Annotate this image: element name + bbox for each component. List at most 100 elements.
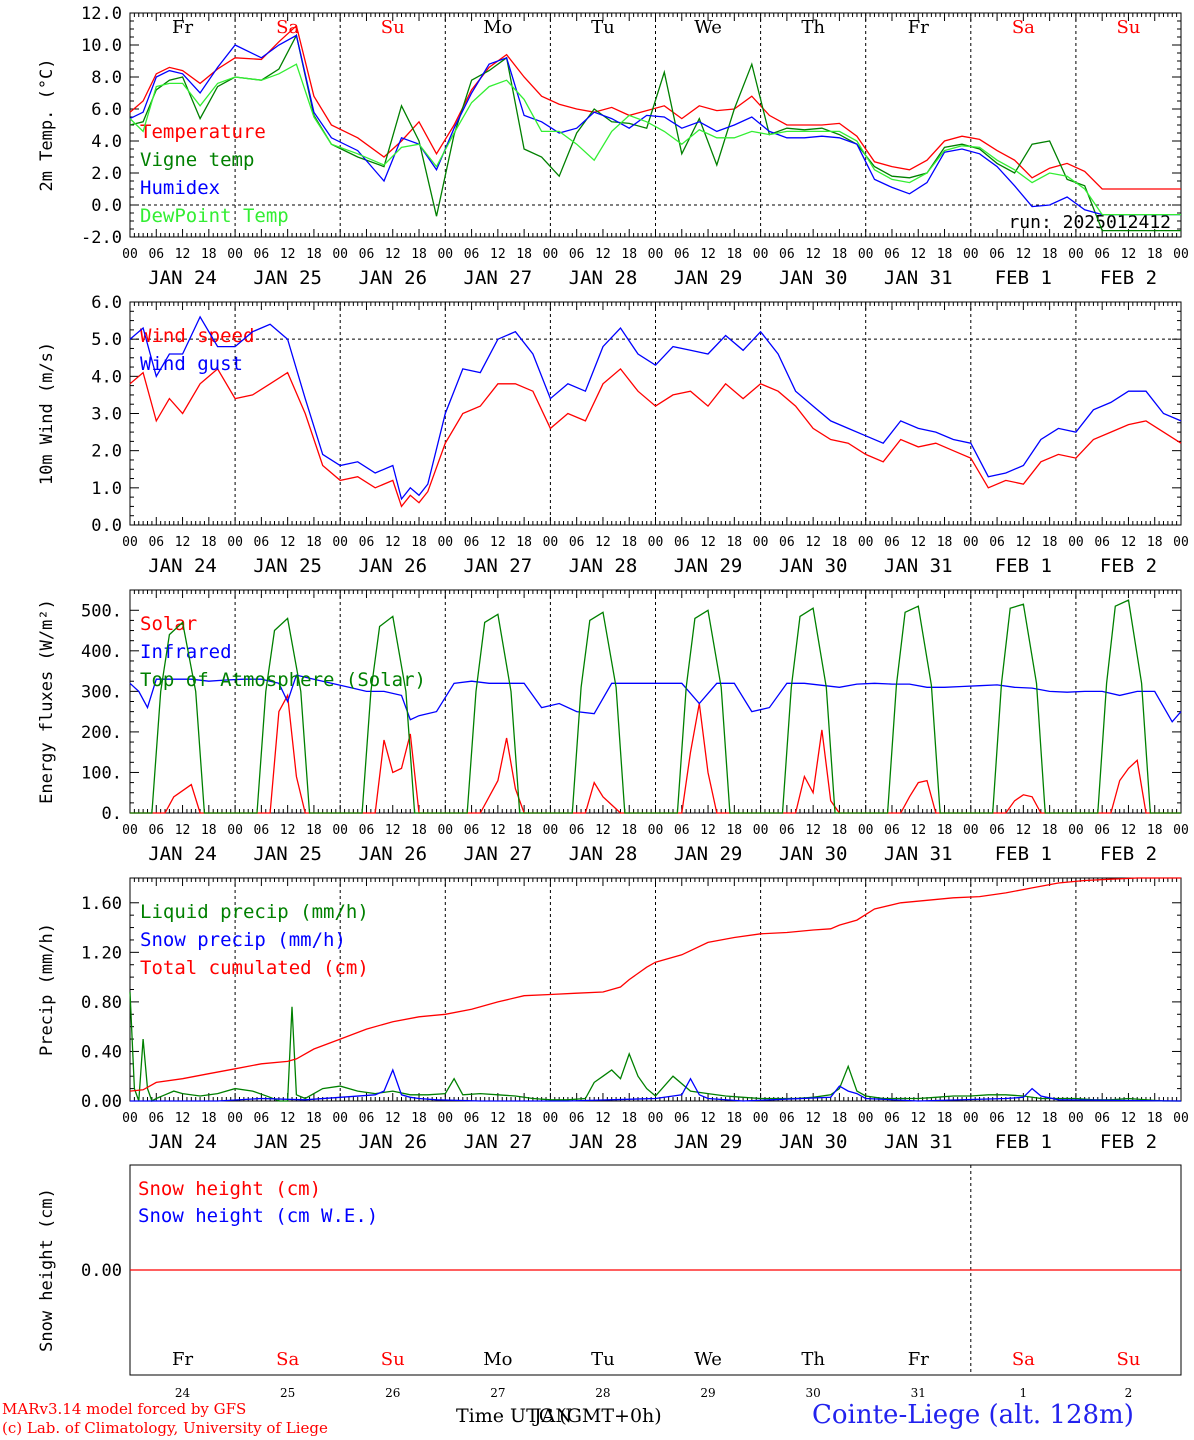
- weekday-label: Su: [1116, 1349, 1140, 1370]
- x-hour-label: 18: [201, 823, 217, 838]
- x-hour-label: 12: [1016, 535, 1032, 550]
- x-hour-label: 00: [332, 823, 348, 838]
- y-tick-label: 5.0: [91, 330, 122, 350]
- x-day-label: JAN 25: [253, 1131, 322, 1153]
- x-hour-label: 12: [280, 823, 296, 838]
- x-hour-label: 18: [1147, 535, 1163, 550]
- y-tick-label: 10.0: [81, 36, 122, 56]
- x-hour-label: 12: [1016, 247, 1032, 262]
- legend-entry: Snow height (cm W.E.): [138, 1205, 378, 1227]
- x-hour-label: 06: [989, 1111, 1005, 1126]
- x-hour-label: 18: [306, 535, 322, 550]
- weekday-label: Fr: [172, 17, 193, 38]
- x-hour-label: 12: [910, 1111, 926, 1126]
- series-line-2: [129, 315, 1182, 501]
- y-tick-label: 0.80: [81, 993, 122, 1013]
- x-day-label: JAN 29: [674, 555, 743, 577]
- y-axis-label: 2m Temp. (°C): [37, 58, 57, 191]
- day-number-label: 2: [1125, 1386, 1133, 1400]
- panel-3: 500. 400. 300. 200. 100. 0. Energy fluxes (W/m…: [37, 589, 1189, 865]
- x-hour-label: 00: [437, 247, 453, 262]
- x-hour-label: 12: [700, 1111, 716, 1126]
- x-hour-label: 18: [621, 1111, 637, 1126]
- weekday-label: Su: [381, 1349, 405, 1370]
- x-hour-label: 18: [1042, 535, 1058, 550]
- day-number-label: 26: [385, 1386, 400, 1400]
- y-tick-label: 6.0: [91, 293, 122, 313]
- weekday-label: Sa: [276, 1349, 299, 1370]
- x-day-label: FEB 2: [1100, 267, 1157, 289]
- x-day-label: FEB 2: [1100, 1131, 1157, 1153]
- legend-entry: Liquid precip (mm/h): [140, 901, 369, 923]
- x-hour-label: 12: [700, 247, 716, 262]
- legend-entry: Total cumulated (cm): [140, 957, 369, 979]
- day-number-label: 31: [911, 1386, 926, 1400]
- x-day-label: JAN 30: [779, 1131, 848, 1153]
- series-line-3: [130, 599, 1181, 814]
- x-hour-label: 06: [254, 1111, 270, 1126]
- plot-frame: [129, 12, 1182, 238]
- x-day-label: JAN 26: [358, 843, 427, 865]
- day-number-label: 28: [595, 1386, 610, 1400]
- x-hour-label: 06: [674, 535, 690, 550]
- x-hour-label: 12: [595, 823, 611, 838]
- x-hour-label: 06: [989, 823, 1005, 838]
- x-hour-label: 12: [385, 1111, 401, 1126]
- x-hour-label: 00: [437, 535, 453, 550]
- x-hour-label: 00: [1173, 247, 1189, 262]
- weekday-label: We: [694, 1349, 722, 1370]
- y-tick-label: 0.00: [81, 1261, 122, 1281]
- x-hour-label: 00: [332, 1111, 348, 1126]
- plot-frame: [129, 301, 1182, 526]
- x-hour-label: 12: [490, 1111, 506, 1126]
- x-day-label: JAN 27: [464, 555, 533, 577]
- x-hour-label: 00: [1068, 1111, 1084, 1126]
- x-hour-label: 00: [648, 823, 664, 838]
- weekday-label: Mo: [483, 1349, 512, 1370]
- x-hour-label: 06: [779, 823, 795, 838]
- y-tick-label: 100.: [81, 763, 122, 783]
- x-hour-label: 18: [937, 535, 953, 550]
- weekday-label: Sa: [276, 17, 299, 38]
- x-hour-label: 00: [963, 535, 979, 550]
- panel-4: 1.60 1.20 0.80 0.40 0.00 Precip (mm/h) 00 06 12 1…: [37, 877, 1189, 1153]
- x-day-label: FEB 1: [995, 1131, 1052, 1153]
- x-hour-label: 12: [175, 247, 191, 262]
- x-hour-label: 00: [122, 247, 138, 262]
- credit-line-2: (c) Lab. of Climatology, University of L…: [2, 1419, 328, 1437]
- x-hour-label: 18: [516, 247, 532, 262]
- series-line-1: [130, 693, 1181, 814]
- x-hour-label: 00: [858, 1111, 874, 1126]
- y-tick-label: 3.0: [91, 405, 122, 425]
- x-hour-label: 18: [621, 823, 637, 838]
- legend-entry: Top of Atmosphere (Solar): [140, 669, 426, 691]
- x-hour-label: 18: [1147, 247, 1163, 262]
- x-hour-label: 00: [122, 823, 138, 838]
- x-hour-label: 18: [201, 247, 217, 262]
- x-hour-label: 12: [280, 1111, 296, 1126]
- x-hour-label: 18: [1042, 823, 1058, 838]
- x-hour-label: 12: [490, 247, 506, 262]
- x-hour-label: 00: [753, 247, 769, 262]
- x-hour-label: 00: [437, 1111, 453, 1126]
- x-hour-label: 06: [569, 823, 585, 838]
- x-day-label: FEB 2: [1100, 555, 1157, 577]
- x-hour-label: 00: [543, 535, 559, 550]
- x-hour-label: 00: [1068, 247, 1084, 262]
- x-hour-label: 00: [858, 823, 874, 838]
- x-hour-label: 12: [385, 823, 401, 838]
- weekday-label: Su: [381, 17, 405, 38]
- x-hour-label: 00: [227, 1111, 243, 1126]
- x-hour-label: 06: [989, 535, 1005, 550]
- x-hour-label: 00: [648, 247, 664, 262]
- x-hour-label: 06: [884, 247, 900, 262]
- weekday-label: Sa: [1012, 17, 1035, 38]
- x-day-label: JAN 31: [884, 843, 953, 865]
- x-hour-label: 12: [175, 535, 191, 550]
- weekday-label: Fr: [908, 1349, 929, 1370]
- x-hour-label: 12: [1016, 1111, 1032, 1126]
- x-hour-label: 12: [490, 535, 506, 550]
- x-hour-label: 12: [280, 535, 296, 550]
- x-hour-label: 00: [963, 823, 979, 838]
- x-hour-label: 12: [490, 823, 506, 838]
